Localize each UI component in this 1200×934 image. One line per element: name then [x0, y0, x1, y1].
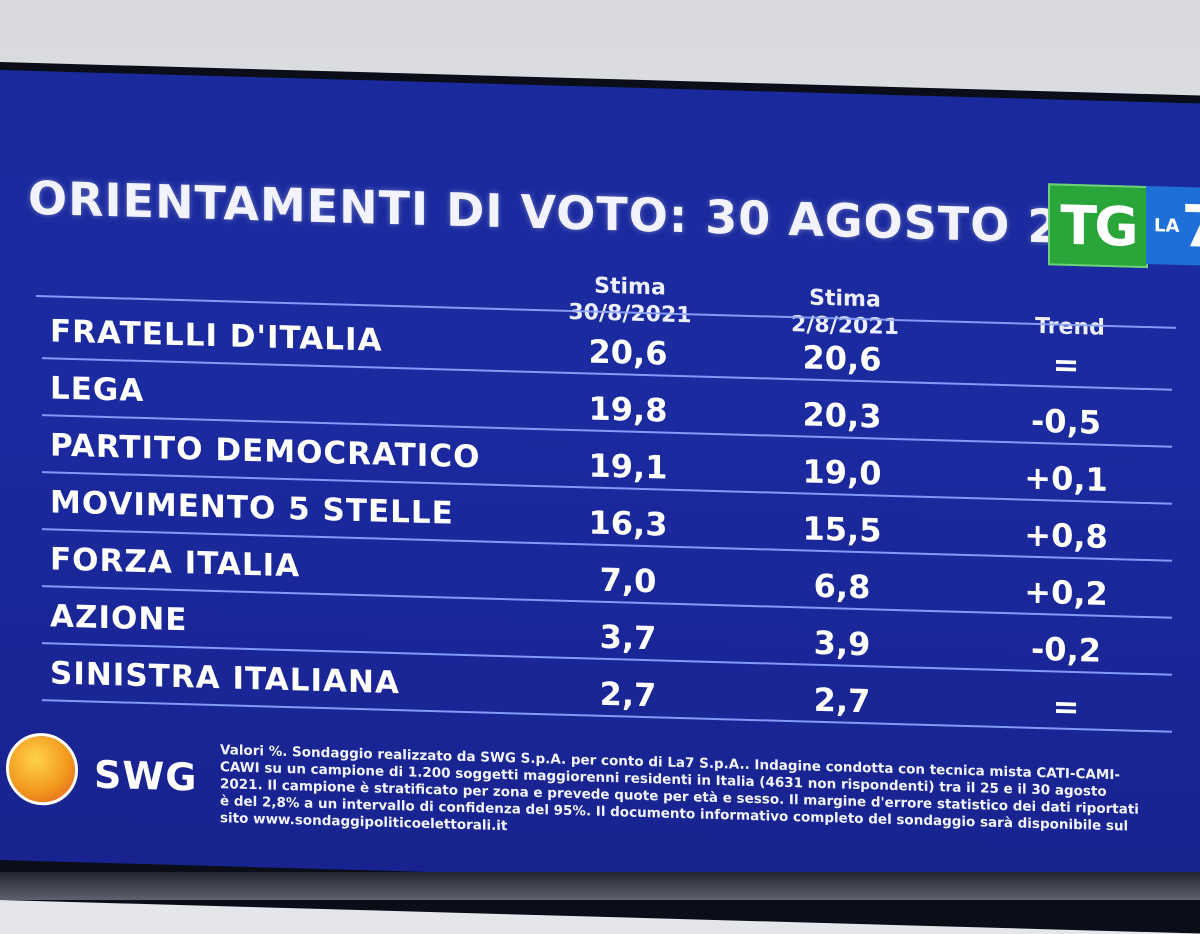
value-current: 19,1	[588, 446, 668, 487]
value-previous: 20,6	[802, 338, 882, 379]
la7-logo-la: LA	[1154, 214, 1180, 237]
party-name: LEGA	[50, 370, 145, 410]
swg-globe-logo	[6, 732, 78, 807]
party-name: AZIONE	[50, 598, 188, 639]
value-trend: =	[1052, 345, 1080, 385]
value-trend: =	[1052, 687, 1080, 727]
value-previous: 20,3	[802, 395, 882, 436]
value-current: 19,8	[588, 389, 668, 430]
value-current: 3,7	[599, 617, 657, 658]
value-previous: 15,5	[802, 509, 882, 550]
party-name: FORZA ITALIA	[50, 541, 301, 585]
party-name: PARTITO DEMOCRATICO	[50, 427, 481, 476]
value-current: 7,0	[599, 560, 657, 601]
party-name: SINISTRA ITALIANA	[50, 655, 400, 702]
party-name: FRATELLI D'ITALIA	[50, 313, 383, 359]
value-previous: 3,9	[813, 623, 871, 664]
value-trend: +0,2	[1024, 572, 1108, 613]
tv-screen: ORIENTAMENTI DI VOTO: 30 AGOSTO 2021 TG …	[0, 70, 1200, 894]
swg-logo-text: SWG	[94, 752, 198, 800]
value-previous: 2,7	[813, 680, 871, 721]
value-previous: 19,0	[802, 452, 882, 493]
value-trend: -0,2	[1031, 629, 1101, 670]
value-previous: 6,8	[813, 566, 871, 607]
tv-stand	[0, 872, 1200, 900]
la7-logo: LA 7	[1146, 186, 1200, 266]
value-trend: +0,1	[1024, 458, 1108, 499]
poll-title: ORIENTAMENTI DI VOTO: 30 AGOSTO 2021	[28, 170, 1160, 257]
column-header-current-line1: Stima	[594, 273, 666, 301]
value-current: 20,6	[588, 332, 668, 373]
tg-logo: TG	[1048, 183, 1148, 269]
value-trend: +0,8	[1024, 515, 1108, 556]
la7-logo-seven: 7	[1181, 191, 1200, 262]
party-name: MOVIMENTO 5 STELLE	[50, 484, 454, 532]
column-header-previous-line1: Stima	[809, 285, 881, 313]
value-trend: -0,5	[1031, 401, 1101, 442]
value-current: 16,3	[588, 503, 668, 544]
value-current: 2,7	[599, 674, 657, 715]
methodology-footnote: Valori %. Sondaggio realizzato da SWG S.…	[220, 742, 1139, 835]
